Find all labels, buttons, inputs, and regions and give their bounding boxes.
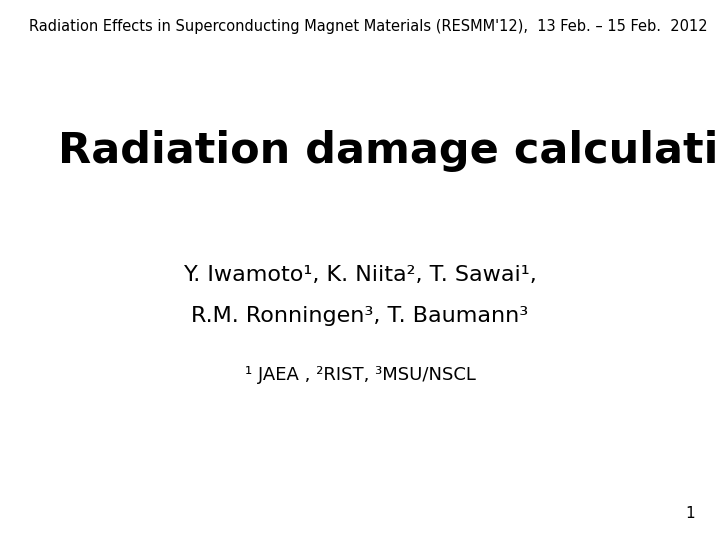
Text: 1: 1 (685, 506, 695, 521)
Text: Y. Iwamoto¹, K. Niita², T. Sawai¹,: Y. Iwamoto¹, K. Niita², T. Sawai¹, (184, 265, 536, 286)
Text: R.M. Ronningen³, T. Baumann³: R.M. Ronningen³, T. Baumann³ (192, 306, 528, 326)
Text: Radiation damage calculation in PHITS: Radiation damage calculation in PHITS (58, 130, 720, 172)
Text: Radiation Effects in Superconducting Magnet Materials (RESMM'12),  13 Feb. – 15 : Radiation Effects in Superconducting Mag… (29, 19, 708, 34)
Text: ¹ JAEA , ²RIST, ³MSU/NSCL: ¹ JAEA , ²RIST, ³MSU/NSCL (245, 366, 475, 384)
